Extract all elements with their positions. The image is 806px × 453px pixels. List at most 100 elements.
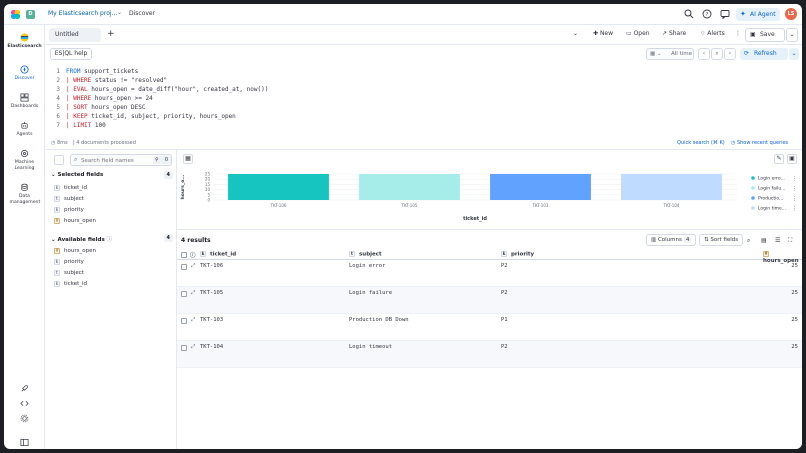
add-tab-icon[interactable]: + xyxy=(107,29,115,39)
field-item[interactable]: # hours_open xyxy=(54,247,172,256)
column-header-priority[interactable]: k priority xyxy=(501,251,534,258)
field-item[interactable]: t subject xyxy=(54,195,172,204)
filter-icon: ⚲ xyxy=(155,157,159,163)
field-item[interactable]: # hours_open xyxy=(54,217,172,226)
field-search-input[interactable] xyxy=(81,156,151,165)
esql-editor[interactable]: 1 FROM support_tickets 2 | WHERE status !=… xyxy=(45,63,802,135)
recent-queries-link[interactable]: ◷ Show recent queries xyxy=(731,140,788,146)
save-visualization-icon[interactable]: ▣ xyxy=(787,154,797,164)
legend-more-icon[interactable]: ⋮ xyxy=(792,206,797,212)
elastic-logo-icon[interactable] xyxy=(10,9,21,20)
row-checkbox[interactable] xyxy=(181,318,187,324)
nav-brand[interactable]: Elasticsearch xyxy=(4,33,45,49)
cell-hours-open: 25 xyxy=(791,263,798,269)
fullscreen-icon[interactable]: ⛶ xyxy=(788,237,793,244)
table-row[interactable]: ⤢ TKT-105 Login failure P2 25 xyxy=(177,287,802,314)
nav-item-discover[interactable]: Discover xyxy=(4,65,45,81)
line-number: 2 xyxy=(56,77,60,84)
expand-row-icon[interactable]: ⤢ xyxy=(191,290,196,296)
calendar-icon[interactable]: ▦ xyxy=(183,154,193,164)
sidebar-toggle-icon[interactable] xyxy=(54,155,64,165)
share-icon: ↗ xyxy=(662,30,669,37)
save-options-button[interactable]: ⌄ xyxy=(786,28,798,42)
nav-item-machine-learning[interactable]: Machine Learning xyxy=(4,149,45,172)
alerts-button[interactable]: ♢ Alerts xyxy=(700,30,725,37)
chat-icon[interactable] xyxy=(720,9,730,19)
legend-more-icon[interactable]: ⋮ xyxy=(792,196,797,202)
code-icon[interactable] xyxy=(20,399,29,408)
nav-item-data-management[interactable]: Data management xyxy=(4,183,45,206)
table-row[interactable]: ⤢ TKT-103 Production DB Down P1 25 xyxy=(177,314,802,341)
column-header-hours-open[interactable]: #hours_open xyxy=(763,251,802,264)
database-icon xyxy=(21,183,28,192)
expand-row-icon[interactable]: ⤢ xyxy=(191,317,196,323)
table-row[interactable]: ⤢ TKT-104 Login timeout P2 25 xyxy=(177,341,802,368)
row-checkbox[interactable] xyxy=(181,291,187,297)
expand-row-icon[interactable]: ⤢ xyxy=(191,263,196,269)
field-search: ⌕ ⚲0 xyxy=(70,154,172,166)
calendar-icon: ▦ ⌄ xyxy=(650,51,662,57)
new-button[interactable]: ✚ New xyxy=(593,30,613,37)
time-forward-button[interactable]: › xyxy=(724,48,736,60)
legend-entry: Productio... xyxy=(758,196,783,202)
column-header-subject[interactable]: t subject xyxy=(349,251,382,258)
more-options-icon[interactable]: ⋮ xyxy=(735,30,741,37)
field-item[interactable]: k ticket_id xyxy=(54,184,172,193)
search-icon[interactable] xyxy=(684,9,694,19)
collapse-nav-icon[interactable] xyxy=(20,438,29,447)
help-icon[interactable]: ? xyxy=(702,9,712,19)
filter-count: 0 xyxy=(164,157,168,163)
column-header-ticket-id[interactable]: k ticket_id xyxy=(200,251,236,258)
tab-untitled[interactable]: Untitled xyxy=(49,28,101,42)
display-options-icon[interactable]: ▤ xyxy=(761,237,767,244)
share-button[interactable]: ↗ Share xyxy=(662,30,686,37)
row-checkbox[interactable] xyxy=(181,264,187,270)
breadcrumb-project[interactable]: My Elasticsearch proj... xyxy=(48,10,118,17)
expand-row-icon[interactable]: ⤢ xyxy=(191,344,196,350)
legend-more-icon[interactable]: ⋮ xyxy=(792,186,797,192)
refresh-button[interactable]: ⟳ Refresh xyxy=(740,48,788,60)
field-item[interactable]: t subject xyxy=(54,269,172,278)
chevron-down-icon[interactable]: ⌄ xyxy=(117,9,123,16)
density-icon[interactable]: ☰ xyxy=(775,237,781,244)
field-item[interactable]: k priority xyxy=(54,258,172,267)
field-item[interactable]: k priority xyxy=(54,206,172,215)
field-filter-button[interactable]: ⚲ 0 xyxy=(153,156,171,164)
time-back-button[interactable]: ‹ xyxy=(698,48,710,60)
columns-button[interactable]: ▥ Columns 4 xyxy=(646,234,697,246)
open-button[interactable]: ▭ Open xyxy=(626,30,650,37)
nav-item-label: Discover xyxy=(14,76,35,81)
selected-fields-header[interactable]: ⌄ Selected fields 4 xyxy=(51,171,173,179)
avatar[interactable]: LS xyxy=(785,8,797,20)
nav-item-agents[interactable]: Agents xyxy=(4,121,45,137)
search-icon[interactable]: ⌕ xyxy=(747,237,751,244)
line-number: 5 xyxy=(56,104,60,111)
refresh-options-button[interactable]: ⌄ xyxy=(789,48,799,60)
gear-icon[interactable] xyxy=(20,414,29,423)
table-row[interactable]: ⤢ TKT-106 Login error P2 25 xyxy=(177,260,802,287)
selected-fields-title: Selected fields xyxy=(57,172,104,178)
code-keyword: | WHERE xyxy=(66,95,92,102)
nav-item-dashboards[interactable]: Dashboards xyxy=(4,93,45,109)
edit-visualization-icon[interactable]: ✎ xyxy=(774,154,784,164)
text-type-icon: t xyxy=(349,251,355,257)
sort-fields-button[interactable]: ⇅ Sort fields xyxy=(699,234,744,246)
legend-swatch xyxy=(751,176,755,180)
esql-help-button[interactable]: ES|QL help xyxy=(50,48,92,60)
ai-agent-label: AI Agent xyxy=(750,11,776,18)
cell-ticket-id: TKT-104 xyxy=(200,344,224,350)
available-fields-header[interactable]: ⌄ Available fields ⓘ 4 xyxy=(51,234,173,243)
ai-agent-button[interactable]: ✦ AI Agent xyxy=(736,8,780,21)
row-checkbox[interactable] xyxy=(181,345,187,351)
quick-search-link[interactable]: Quick search (⌘ K) xyxy=(677,140,725,146)
rocket-icon[interactable] xyxy=(20,384,29,393)
zoom-icon[interactable]: ⌕ xyxy=(711,48,723,60)
select-all-checkbox[interactable] xyxy=(181,252,187,258)
time-picker[interactable]: ▦ ⌄ All time xyxy=(646,48,694,60)
legend-more-icon[interactable]: ⋮ xyxy=(792,176,797,182)
field-item[interactable]: k ticket_id xyxy=(54,280,172,289)
save-button[interactable]: ▣ Save xyxy=(745,28,785,42)
space-badge[interactable]: D xyxy=(26,10,35,19)
y-tick-label: 10 xyxy=(205,187,211,192)
chevron-down-icon[interactable]: ⌄ xyxy=(573,30,579,37)
